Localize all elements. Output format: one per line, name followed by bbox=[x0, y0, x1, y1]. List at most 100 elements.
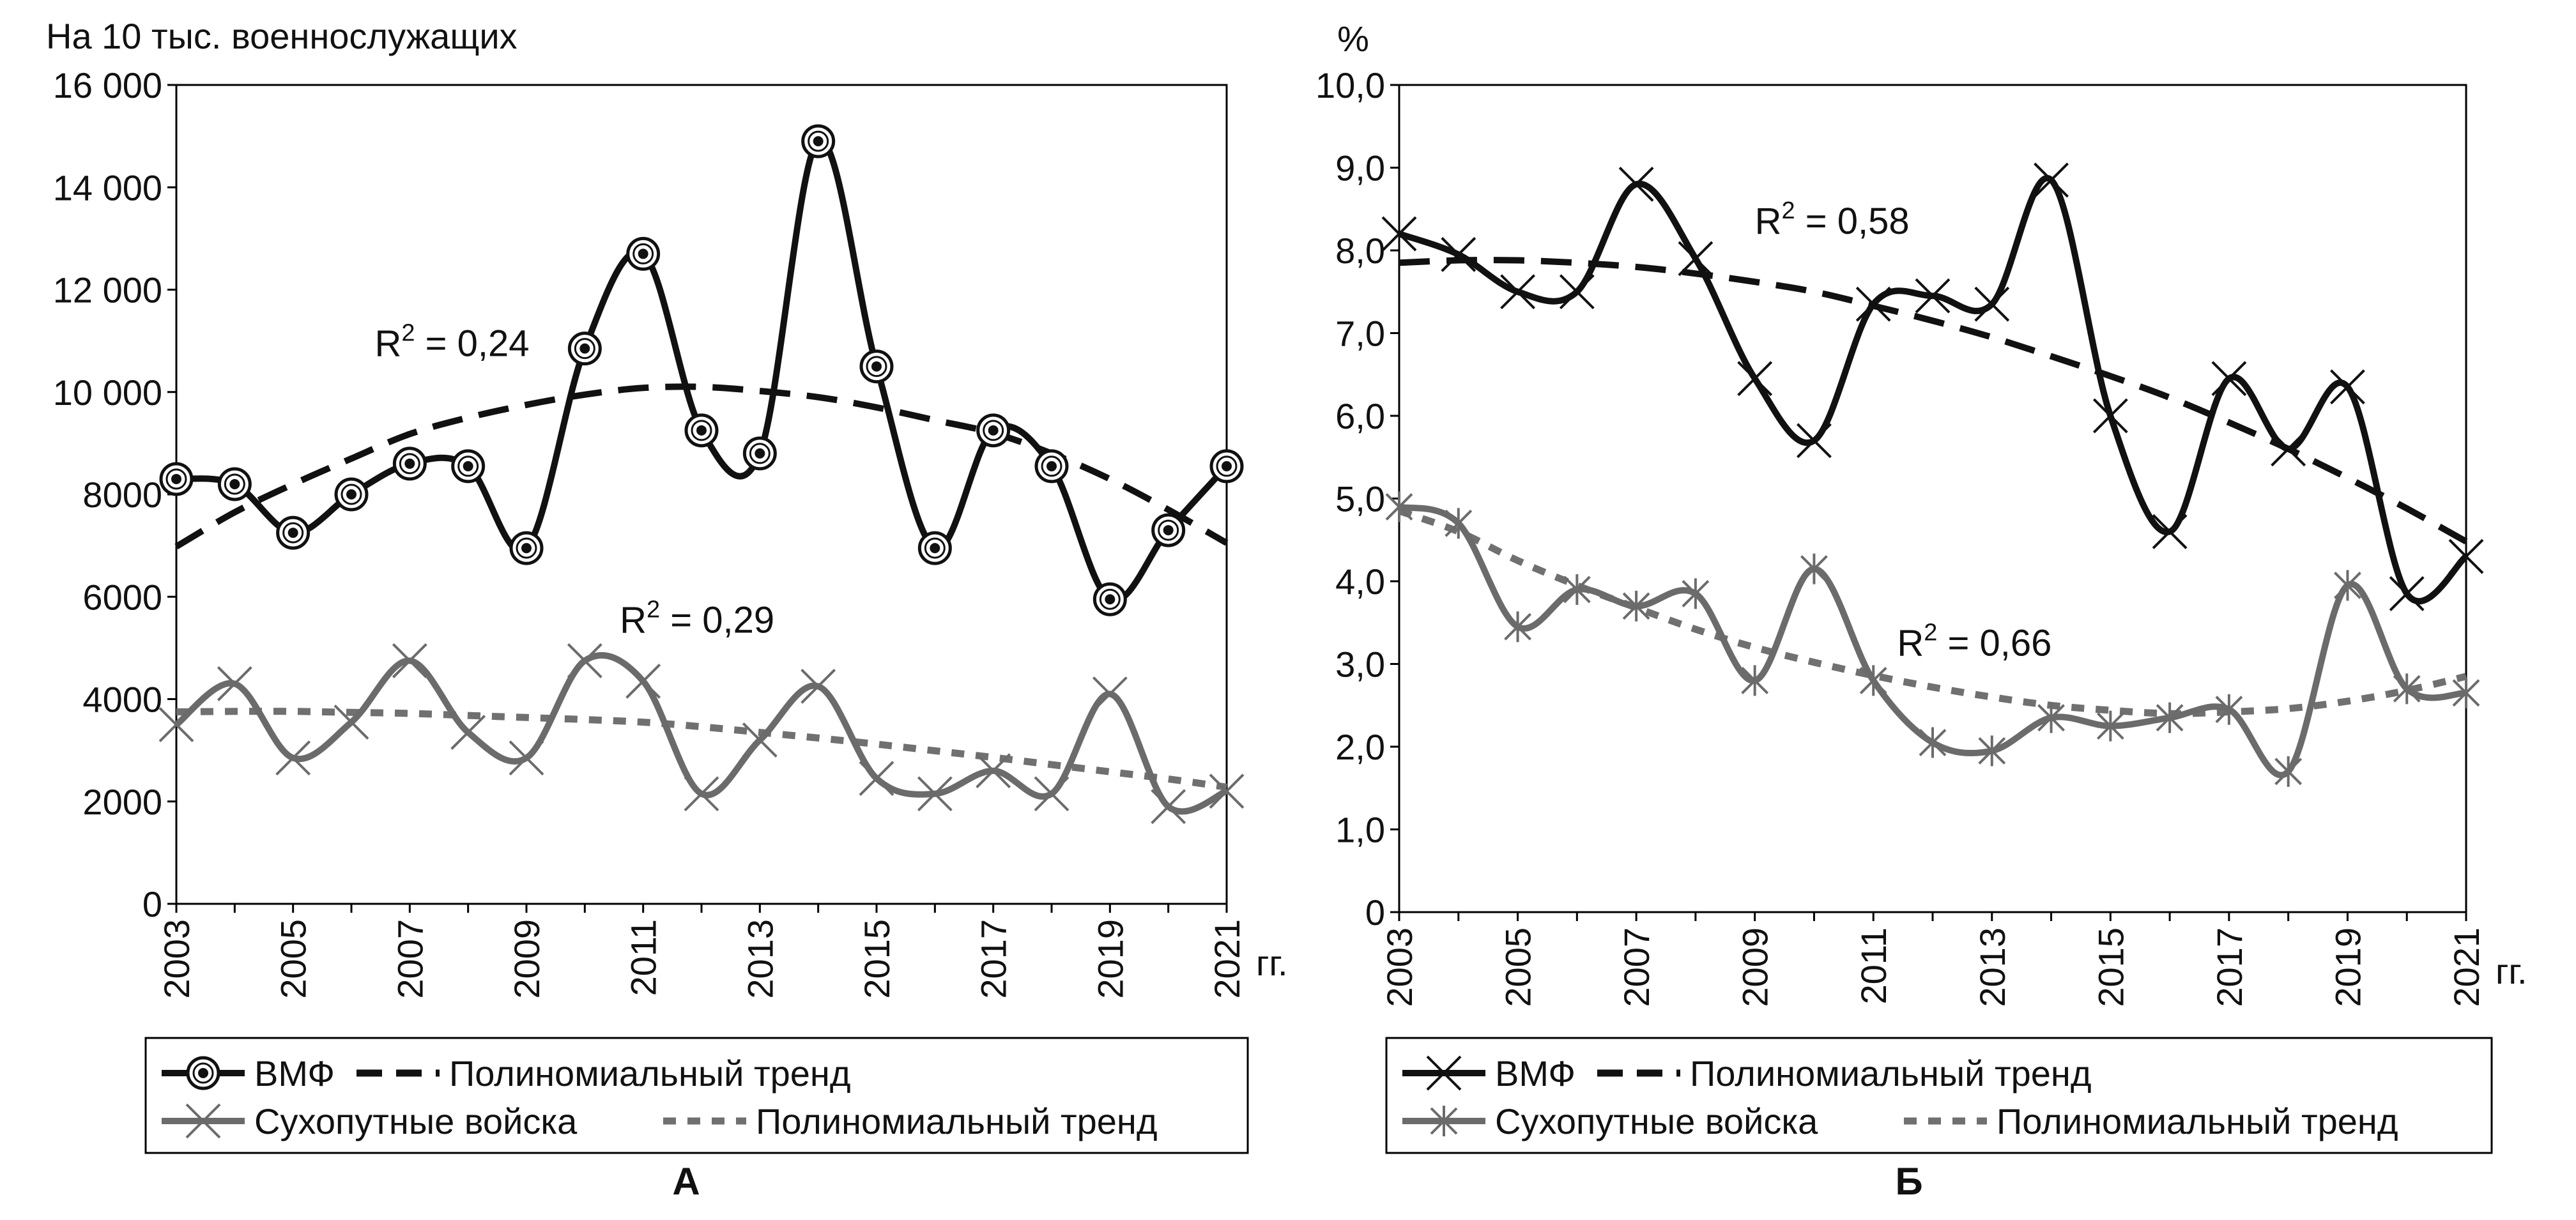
marker-cross-b bbox=[392, 643, 427, 678]
marker-dot bbox=[871, 361, 882, 372]
marker-dot bbox=[930, 543, 940, 554]
data-point-marker bbox=[1381, 216, 1417, 252]
data-point-marker bbox=[1678, 241, 1713, 277]
marker-dot bbox=[638, 248, 648, 259]
marker-inner-ring bbox=[1158, 519, 1179, 541]
marker-cross-b bbox=[625, 664, 661, 699]
y-axis-label: На 10 тыс. военнослужащих bbox=[46, 16, 518, 56]
data-point-marker bbox=[2092, 398, 2128, 434]
r-squared-annotation: R2 = 0,58 bbox=[1755, 197, 1910, 242]
data-point-marker bbox=[392, 446, 427, 481]
data-point-marker bbox=[801, 669, 836, 704]
data-point-marker bbox=[1974, 286, 2010, 322]
x-tick-label: 2021 bbox=[2446, 927, 2487, 1007]
series-line-1 bbox=[1399, 257, 2468, 545]
x-tick-label: 2011 bbox=[1853, 927, 1894, 1004]
marker-inner-ring bbox=[1216, 455, 1238, 477]
x-axis-unit-label: гг. bbox=[2496, 951, 2527, 991]
marker-cross-b bbox=[801, 669, 836, 704]
panel-label: А bbox=[672, 1160, 700, 1203]
marker-cross-b bbox=[2330, 369, 2365, 405]
data-point-marker bbox=[801, 124, 836, 158]
data-point-marker bbox=[567, 332, 602, 366]
marker-cross-b bbox=[1797, 423, 1832, 459]
data-point-marker bbox=[684, 413, 719, 448]
x-tick-label: 2003 bbox=[1379, 927, 1420, 1007]
marker-cross-b bbox=[684, 776, 719, 812]
x-tick-label: 2007 bbox=[1616, 927, 1657, 1007]
y-tick-label: 14 000 bbox=[53, 167, 162, 208]
legend-label: Сухопутные войска bbox=[1495, 1101, 1818, 1141]
panel-label: Б bbox=[1895, 1160, 1922, 1203]
marker-inner-ring bbox=[1099, 588, 1121, 610]
data-point-marker bbox=[1563, 574, 1591, 605]
y-tick-label: 9,0 bbox=[1335, 148, 1385, 188]
data-point-marker bbox=[2452, 677, 2480, 708]
y-tick-label: 8000 bbox=[82, 475, 162, 515]
data-point-marker bbox=[1915, 278, 1951, 314]
data-point-marker bbox=[1622, 590, 1650, 621]
data-point-marker bbox=[2271, 431, 2306, 467]
data-point-marker bbox=[1741, 665, 1769, 696]
data-point-marker bbox=[1209, 774, 1245, 809]
data-point-marker bbox=[976, 753, 1011, 789]
marker-inner-ring bbox=[749, 443, 770, 464]
marker-dot bbox=[171, 473, 181, 484]
marker-cross-b bbox=[917, 776, 953, 812]
marker-inner-ring bbox=[224, 473, 245, 495]
x-tick-label: 2005 bbox=[273, 919, 314, 999]
y-tick-label: 12 000 bbox=[53, 270, 162, 310]
marker-cross-b bbox=[2152, 514, 2188, 549]
marker-cross-b bbox=[509, 740, 544, 776]
marker-cross-b bbox=[1209, 774, 1245, 809]
marker-cross-b bbox=[1092, 676, 1128, 712]
chart-panel-a: На 10 тыс. военнослужащих 0 2000 4000 6000 80… bbox=[46, 16, 1288, 1203]
data-point-marker bbox=[1092, 676, 1128, 712]
marker-inner-ring bbox=[808, 130, 829, 152]
data-point-marker bbox=[626, 236, 661, 271]
y-tick-label: 2,0 bbox=[1335, 727, 1385, 767]
x-tick-label: 2019 bbox=[1090, 919, 1130, 999]
legend-label: ВМФ bbox=[1495, 1053, 1575, 1094]
marker-cross-b bbox=[567, 643, 602, 678]
x-tick-label: 2013 bbox=[1972, 927, 2012, 1007]
y-tick-label: 3,0 bbox=[1335, 644, 1385, 685]
marker-dot bbox=[813, 136, 824, 147]
data-point-marker bbox=[2152, 514, 2188, 549]
data-point-marker bbox=[158, 707, 194, 742]
marker-cross-b bbox=[2389, 576, 2425, 611]
x-tick-label: 2009 bbox=[507, 919, 547, 999]
x-tick-label: 2017 bbox=[2209, 927, 2250, 1007]
data-point-marker bbox=[1385, 491, 1413, 522]
r-squared-annotation: R2 = 0,29 bbox=[620, 596, 774, 641]
marker-cross-b bbox=[1737, 361, 1773, 397]
data-point-marker bbox=[2034, 162, 2069, 198]
data-point-marker bbox=[1092, 582, 1127, 616]
marker-dot bbox=[1222, 461, 1232, 471]
marker-cross-b bbox=[1034, 776, 1070, 812]
data-point-marker bbox=[2215, 694, 2243, 725]
data-point-marker bbox=[2211, 361, 2247, 397]
y-tick-label: 4000 bbox=[82, 680, 162, 720]
r-squared-annotation: R2 = 0,66 bbox=[1897, 620, 2051, 664]
marker-cross-b bbox=[2092, 398, 2128, 434]
marker-cross-b bbox=[275, 740, 311, 776]
y-tick-label: 5,0 bbox=[1335, 479, 1385, 519]
marker-inner-ring bbox=[1041, 455, 1062, 477]
data-point-marker bbox=[2334, 570, 2361, 601]
data-point-marker bbox=[451, 449, 486, 484]
marker-inner-ring bbox=[516, 537, 537, 559]
data-point-marker bbox=[684, 776, 719, 812]
data-point-marker bbox=[742, 436, 777, 471]
marker-cross-b bbox=[2271, 431, 2306, 467]
marker-inner-ring bbox=[632, 243, 654, 264]
marker-dot bbox=[579, 343, 590, 354]
r-squared-annotation: R2 = 0,24 bbox=[375, 320, 530, 365]
data-point-marker bbox=[1034, 776, 1070, 812]
marker-inner-ring bbox=[924, 537, 946, 559]
series-line-3 bbox=[1398, 507, 2467, 717]
legend-marker bbox=[185, 1103, 221, 1139]
marker-dot bbox=[1163, 525, 1174, 536]
data-point-marker bbox=[1797, 423, 1832, 459]
